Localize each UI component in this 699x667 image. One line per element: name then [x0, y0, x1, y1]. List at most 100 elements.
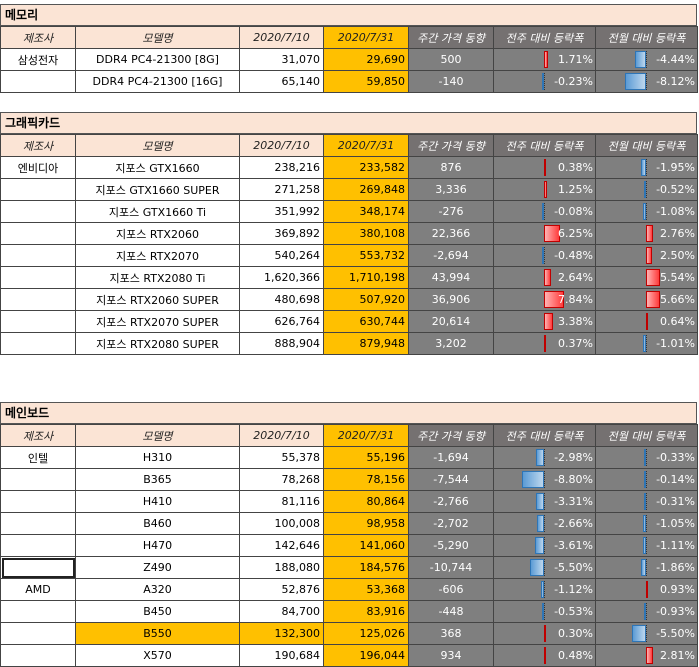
weekly-trend-cell[interactable]: 3,202	[408, 332, 494, 355]
price-0731-cell[interactable]: 380,108	[323, 222, 409, 245]
model-cell[interactable]: 지포스 RTX2060 SUPER	[75, 288, 240, 311]
column-header[interactable]: 주간 가격 동향	[408, 26, 494, 49]
maker-cell[interactable]	[0, 468, 76, 491]
price-0731-cell[interactable]: 55,196	[323, 446, 409, 469]
monthly-change-cell[interactable]: -1.11%	[595, 534, 698, 557]
maker-cell[interactable]: 삼성전자	[0, 48, 76, 71]
weekly-change-cell[interactable]: 6.25%	[493, 222, 596, 245]
maker-cell[interactable]	[0, 490, 76, 513]
price-0731-cell[interactable]: 125,026	[323, 622, 409, 645]
weekly-change-cell[interactable]: 1.25%	[493, 178, 596, 201]
price-0710-cell[interactable]: 52,876	[239, 578, 324, 601]
price-0731-cell[interactable]: 507,920	[323, 288, 409, 311]
model-cell[interactable]: 지포스 RTX2070 SUPER	[75, 310, 240, 333]
model-cell[interactable]: B460	[75, 512, 240, 535]
weekly-change-cell[interactable]: -0.08%	[493, 200, 596, 223]
price-0710-cell[interactable]: 1,620,366	[239, 266, 324, 289]
weekly-trend-cell[interactable]: 3,336	[408, 178, 494, 201]
price-0731-cell[interactable]: 184,576	[323, 556, 409, 579]
weekly-trend-cell[interactable]: -2,694	[408, 244, 494, 267]
model-cell[interactable]: DDR4 PC4-21300 [16G]	[75, 70, 240, 93]
maker-cell[interactable]	[0, 332, 76, 355]
monthly-change-cell[interactable]: 2.81%	[595, 644, 698, 667]
price-0710-cell[interactable]: 190,684	[239, 644, 324, 667]
price-0710-cell[interactable]: 188,080	[239, 556, 324, 579]
weekly-trend-cell[interactable]: 43,994	[408, 266, 494, 289]
price-0710-cell[interactable]: 100,008	[239, 512, 324, 535]
weekly-change-cell[interactable]: -5.50%	[493, 556, 596, 579]
weekly-trend-cell[interactable]: 36,906	[408, 288, 494, 311]
monthly-change-cell[interactable]: 2.76%	[595, 222, 698, 245]
column-header[interactable]: 2020/7/10	[239, 424, 324, 447]
price-0710-cell[interactable]: 480,698	[239, 288, 324, 311]
maker-cell[interactable]	[0, 70, 76, 93]
model-cell[interactable]: A320	[75, 578, 240, 601]
weekly-change-cell[interactable]: -3.31%	[493, 490, 596, 513]
column-header[interactable]: 모델명	[75, 424, 240, 447]
price-0710-cell[interactable]: 84,700	[239, 600, 324, 623]
maker-cell[interactable]	[0, 600, 76, 623]
column-header[interactable]: 주간 가격 동향	[408, 424, 494, 447]
weekly-trend-cell[interactable]: 876	[408, 156, 494, 179]
weekly-change-cell[interactable]: 0.30%	[493, 622, 596, 645]
maker-cell[interactable]	[0, 622, 76, 645]
weekly-trend-cell[interactable]: -7,544	[408, 468, 494, 491]
price-0731-cell[interactable]: 879,948	[323, 332, 409, 355]
monthly-change-cell[interactable]: -1.01%	[595, 332, 698, 355]
price-0731-cell[interactable]: 83,916	[323, 600, 409, 623]
weekly-change-cell[interactable]: 1.71%	[493, 48, 596, 71]
model-cell[interactable]: Z490	[75, 556, 240, 579]
price-0710-cell[interactable]: 78,268	[239, 468, 324, 491]
model-cell[interactable]: B365	[75, 468, 240, 491]
column-header[interactable]: 모델명	[75, 26, 240, 49]
monthly-change-cell[interactable]: -1.86%	[595, 556, 698, 579]
price-0710-cell[interactable]: 351,992	[239, 200, 324, 223]
model-cell[interactable]: 지포스 RTX2080 SUPER	[75, 332, 240, 355]
model-cell[interactable]: B550	[75, 622, 240, 645]
monthly-change-cell[interactable]: -0.31%	[595, 490, 698, 513]
column-header[interactable]: 전월 대비 등락폭	[595, 134, 698, 157]
maker-cell[interactable]	[0, 222, 76, 245]
column-header[interactable]: 모델명	[75, 134, 240, 157]
model-cell[interactable]: H310	[75, 446, 240, 469]
weekly-change-cell[interactable]: 2.64%	[493, 266, 596, 289]
weekly-trend-cell[interactable]: 20,614	[408, 310, 494, 333]
weekly-change-cell[interactable]: 0.38%	[493, 156, 596, 179]
weekly-change-cell[interactable]: 7.84%	[493, 288, 596, 311]
monthly-change-cell[interactable]: -0.52%	[595, 178, 698, 201]
column-header[interactable]: 2020/7/31	[323, 424, 409, 447]
weekly-change-cell[interactable]: -2.66%	[493, 512, 596, 535]
weekly-trend-cell[interactable]: -276	[408, 200, 494, 223]
price-0731-cell[interactable]: 196,044	[323, 644, 409, 667]
price-0731-cell[interactable]: 59,850	[323, 70, 409, 93]
price-0731-cell[interactable]: 98,958	[323, 512, 409, 535]
weekly-trend-cell[interactable]: -10,744	[408, 556, 494, 579]
maker-cell[interactable]	[0, 178, 76, 201]
monthly-change-cell[interactable]: 5.54%	[595, 266, 698, 289]
price-0731-cell[interactable]: 348,174	[323, 200, 409, 223]
price-0731-cell[interactable]: 53,368	[323, 578, 409, 601]
model-cell[interactable]: 지포스 RTX2070	[75, 244, 240, 267]
monthly-change-cell[interactable]: 0.64%	[595, 310, 698, 333]
weekly-change-cell[interactable]: 0.48%	[493, 644, 596, 667]
price-0731-cell[interactable]: 553,732	[323, 244, 409, 267]
column-header[interactable]: 2020/7/10	[239, 134, 324, 157]
model-cell[interactable]: X570	[75, 644, 240, 667]
price-0710-cell[interactable]: 540,264	[239, 244, 324, 267]
monthly-change-cell[interactable]: 5.66%	[595, 288, 698, 311]
maker-cell[interactable]	[0, 200, 76, 223]
price-0731-cell[interactable]: 80,864	[323, 490, 409, 513]
monthly-change-cell[interactable]: -0.14%	[595, 468, 698, 491]
maker-cell[interactable]: 엔비디아	[0, 156, 76, 179]
column-header[interactable]: 주간 가격 동향	[408, 134, 494, 157]
maker-cell[interactable]	[0, 244, 76, 267]
column-header[interactable]: 전주 대비 등락폭	[493, 134, 596, 157]
weekly-trend-cell[interactable]: -606	[408, 578, 494, 601]
weekly-trend-cell[interactable]: 500	[408, 48, 494, 71]
maker-cell[interactable]	[0, 288, 76, 311]
weekly-change-cell[interactable]: 3.38%	[493, 310, 596, 333]
weekly-change-cell[interactable]: -0.53%	[493, 600, 596, 623]
column-header[interactable]: 제조사	[0, 424, 76, 447]
column-header[interactable]: 2020/7/31	[323, 26, 409, 49]
maker-cell[interactable]: AMD	[0, 578, 76, 601]
